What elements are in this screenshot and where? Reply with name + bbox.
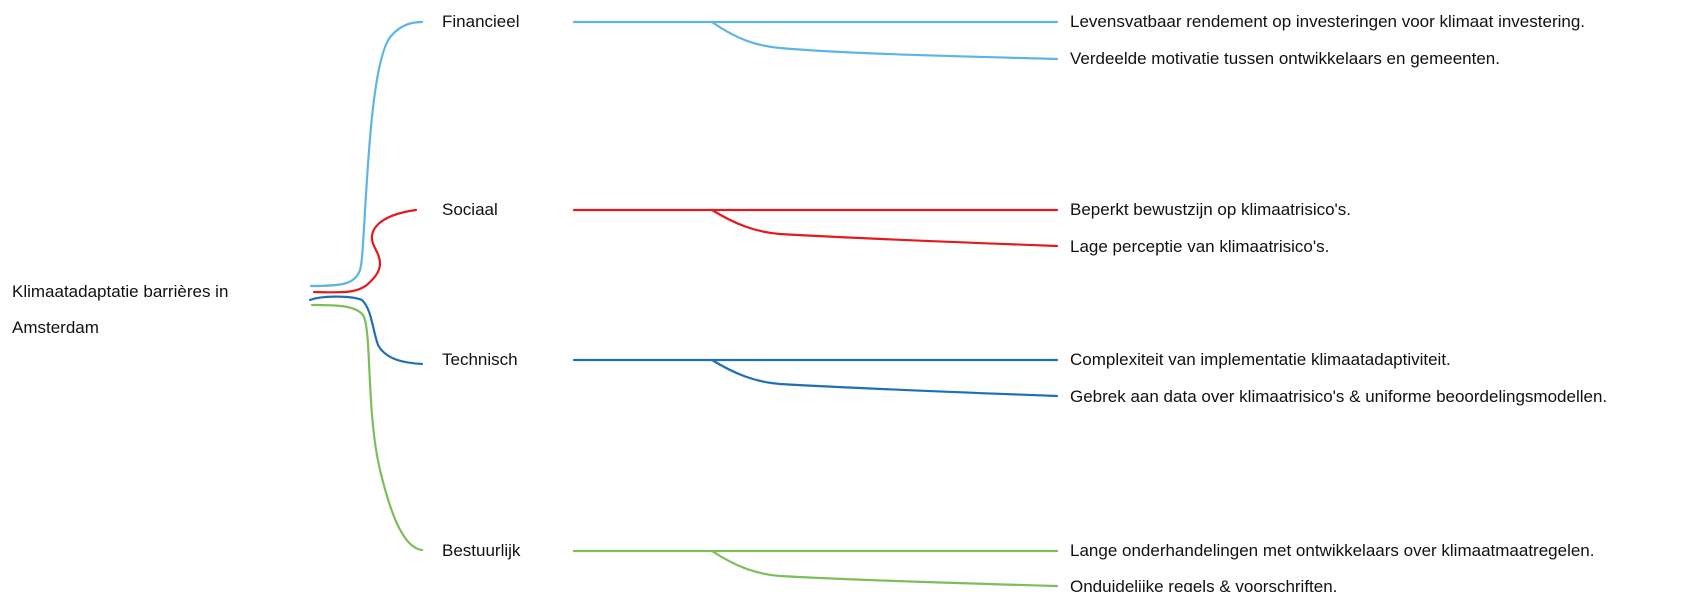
leaf-bestuurlijk-1: Lange onderhandelingen met ontwikkelaars…	[1070, 541, 1595, 560]
leaf-bestuurlijk-2: Onduidelijke regels & voorschriften.	[1070, 577, 1338, 592]
root-connector-bestuurlijk	[310, 303, 424, 552]
sub-branch-bestuurlijk	[710, 549, 1059, 588]
root-node-title: Klimaatadaptatie barrières in Amsterdam	[12, 282, 229, 337]
sub-branch-sociaal	[710, 208, 1059, 248]
category-technisch: Technisch	[442, 350, 518, 369]
leaf-technisch-1: Complexiteit van implementatie klimaatad…	[1070, 350, 1451, 369]
category-financieel: Financieel	[442, 12, 520, 31]
root-connector-technisch	[308, 295, 424, 366]
leaf-financieel-1: Levensvatbaar rendement op investeringen…	[1070, 12, 1586, 31]
sub-branch-financieel	[710, 20, 1059, 61]
leaf-financieel-2: Verdeelde motivatie tussen ontwikkelaars…	[1070, 49, 1500, 68]
root-connector-financieel	[309, 20, 424, 288]
category-bestuurlijk: Bestuurlijk	[442, 541, 521, 560]
leaf-technisch-2: Gebrek aan data over klimaatrisico's & u…	[1070, 387, 1608, 406]
sub-branch-technisch	[710, 358, 1059, 398]
category-sociaal: Sociaal	[442, 200, 498, 219]
leaf-sociaal-1: Beperkt bewustzijn op klimaatrisico's.	[1070, 200, 1352, 219]
root-connector-sociaal	[312, 208, 418, 294]
leaf-sociaal-2: Lage perceptie van klimaatrisico's.	[1070, 237, 1330, 256]
